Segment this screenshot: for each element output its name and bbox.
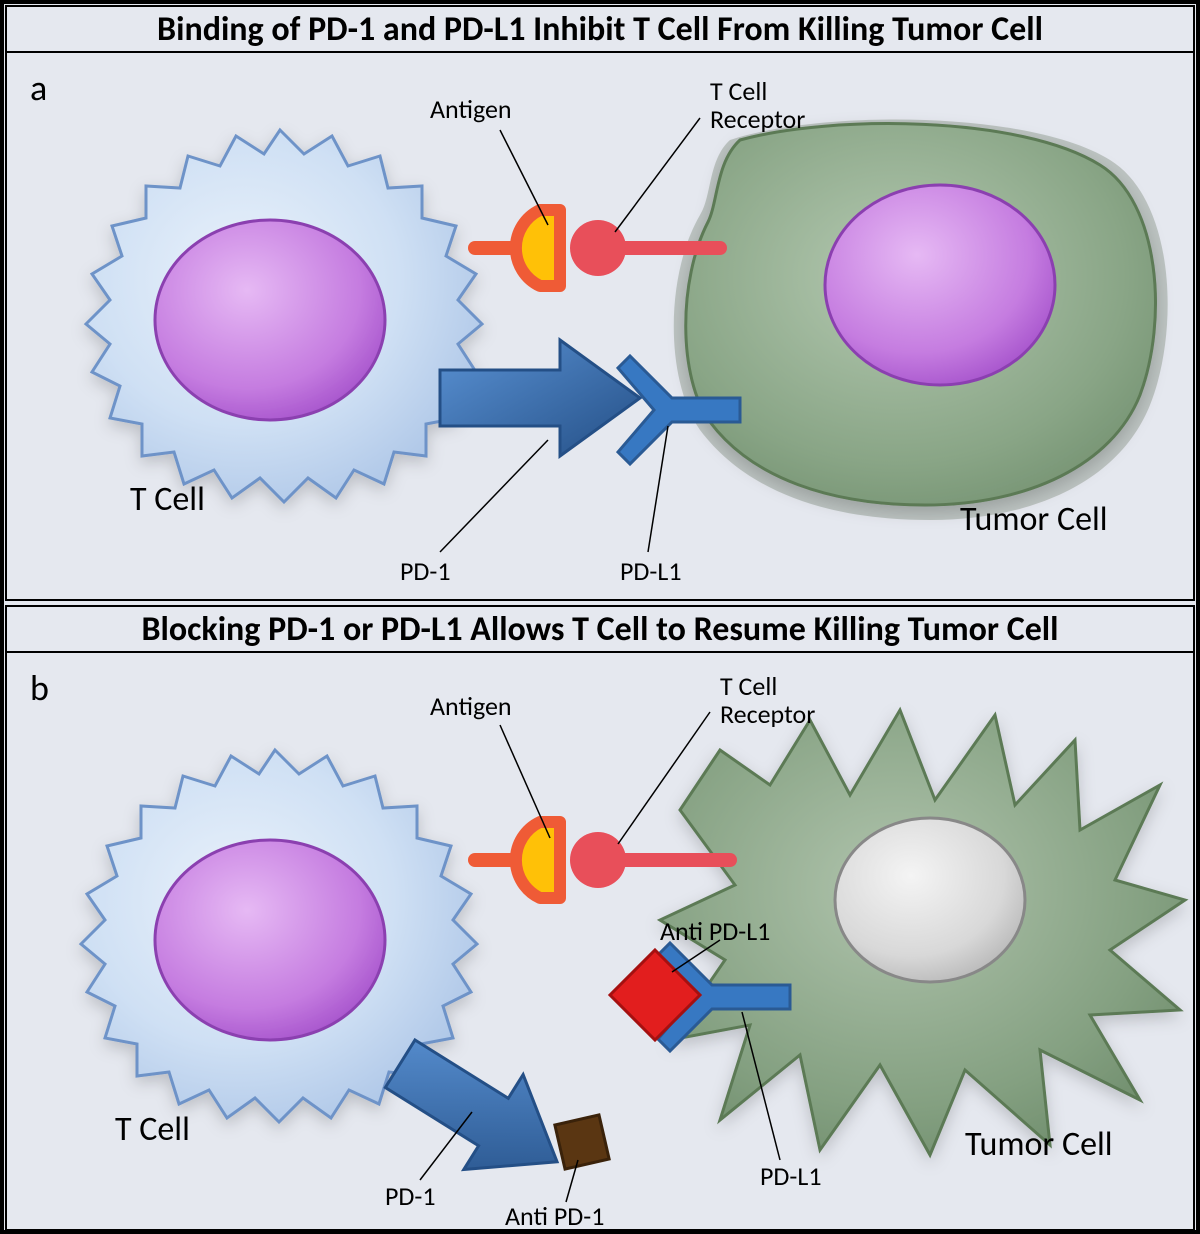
tumor-nucleus-a: [825, 185, 1055, 385]
panel-b-title: Blocking PD-1 or PD-L1 Allows T Cell to …: [141, 609, 1058, 650]
label-tcr2-b: Receptor: [720, 698, 815, 730]
figure: Binding of PD-1 and PD-L1 Inhibit T Cell…: [0, 0, 1200, 1234]
panel-b: Blocking PD-1 or PD-L1 Allows T Cell to …: [6, 606, 1194, 1232]
label-tumor-b: Tumor Cell: [965, 1124, 1113, 1165]
label-pd1-b: PD-1: [385, 1180, 436, 1212]
label-pdl1-b: PD-L1: [760, 1160, 822, 1192]
panel-a-title: Binding of PD-1 and PD-L1 Inhibit T Cell…: [157, 9, 1043, 50]
figure-svg: Binding of PD-1 and PD-L1 Inhibit T Cell…: [0, 0, 1200, 1234]
label-tumor-a: Tumor Cell: [960, 499, 1108, 540]
panel-a: Binding of PD-1 and PD-L1 Inhibit T Cell…: [6, 6, 1194, 600]
label-antipd1-b: Anti PD-1: [505, 1200, 604, 1232]
label-tcr2-a: Receptor: [710, 103, 805, 135]
label-tcell-b: T Cell: [115, 1109, 190, 1150]
label-antigen-b: Antigen: [430, 690, 512, 722]
label-antigen-a: Antigen: [430, 93, 512, 125]
t-cell-a: [86, 130, 482, 502]
label-pd1-a: PD-1: [400, 555, 451, 587]
panel-a-letter: a: [30, 66, 47, 110]
label-pdl1-a: PD-L1: [620, 555, 682, 587]
panel-b-letter: b: [30, 666, 49, 710]
label-antipdl1-b: Anti PD-L1: [660, 915, 770, 947]
label-tcell-a: T Cell: [130, 479, 205, 520]
